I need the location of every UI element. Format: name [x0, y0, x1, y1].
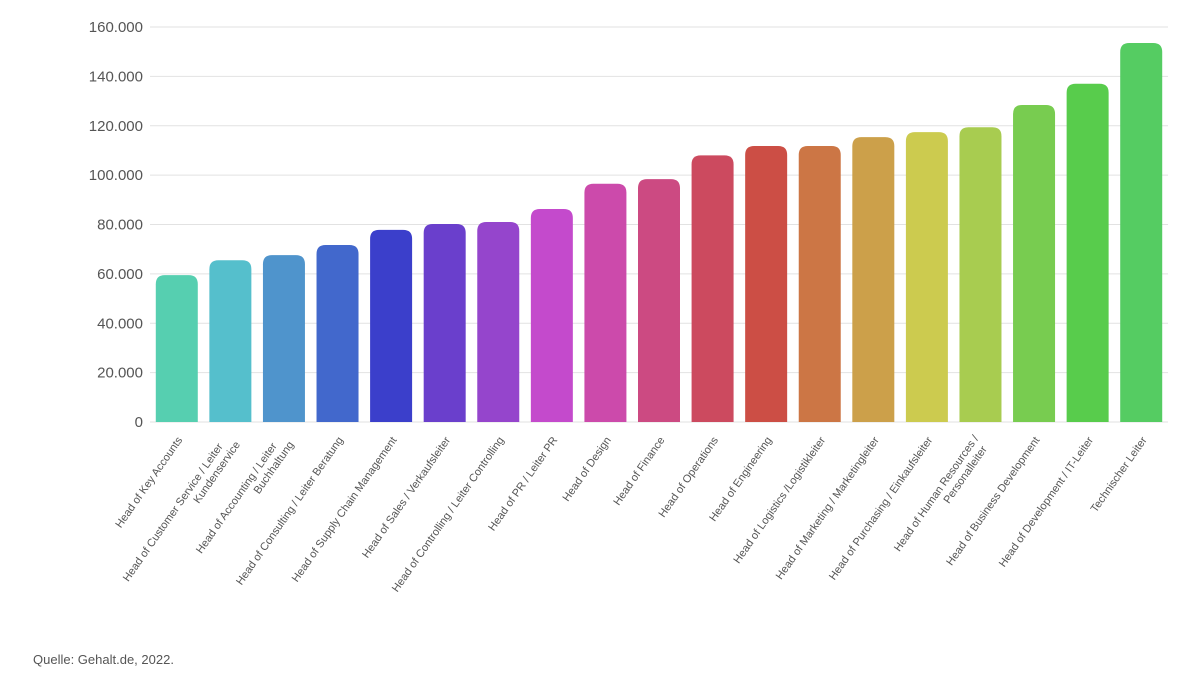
bar: [959, 127, 1002, 422]
bar: [1120, 43, 1163, 422]
x-tick-label-line: Head of Supply Chain Management: [290, 435, 400, 585]
x-tick-label: Head of Sales / Verkaufsleiter: [360, 435, 453, 561]
x-tick-label: Head of Controlling / Leiter Controlling: [390, 435, 507, 595]
x-tick-label-line: Head of Logistics /Logistikleiter: [731, 435, 828, 566]
bar: [477, 222, 520, 422]
x-tick-label-line: Head of Marketing / Marketingleiter: [774, 435, 882, 582]
x-tick-label-line: Head of Consulting / Leiter Beratung: [234, 435, 346, 588]
bar: [316, 244, 359, 422]
bar: [798, 145, 841, 422]
x-tick-label-line: Head of Development / IT-Leiter: [997, 435, 1096, 570]
x-tick-label-line: Head of Finance: [611, 435, 667, 508]
bar: [905, 132, 948, 422]
y-tick-label: 20.000: [97, 365, 143, 382]
x-tick-label: Head of Logistics /Logistikleiter: [731, 435, 828, 566]
x-tick-label: Head of Design: [561, 435, 614, 504]
x-tick-label-line: Technischer Leiter: [1089, 435, 1150, 515]
x-tick-label: Head of Human Resources /Personalleiter: [892, 433, 990, 554]
x-tick-label-line: Head of Customer Service / Leiter: [121, 441, 226, 584]
bar: [530, 208, 573, 422]
x-tick-label: Technischer Leiter: [1089, 435, 1150, 515]
bar: [584, 183, 627, 422]
x-tick-label-line: Head of Operations: [656, 434, 721, 519]
source-note: Quelle: Gehalt.de, 2022.: [33, 652, 174, 667]
x-tick-label: Head of Development / IT-Leiter: [997, 435, 1096, 570]
x-tick-label-line: Head of Design: [561, 435, 614, 504]
y-tick-label: 80.000: [97, 217, 143, 234]
y-tick-label: 100.000: [89, 167, 143, 184]
x-tick-label: Head of Consulting / Leiter Beratung: [234, 435, 346, 588]
y-tick-label: 160.000: [89, 19, 143, 36]
bar: [423, 224, 466, 422]
y-tick-label: 120.000: [89, 118, 143, 135]
y-tick-label: 40.000: [97, 315, 143, 332]
bar: [638, 179, 680, 422]
y-tick-label: 140.000: [89, 68, 143, 85]
x-tick-label-line: Head of Sales / Verkaufsleiter: [360, 435, 453, 561]
x-tick-label: Head of Marketing / Marketingleiter: [774, 435, 882, 582]
bar: [155, 275, 198, 422]
bar: [691, 155, 734, 422]
bar: [745, 145, 788, 422]
bar: [370, 229, 413, 422]
x-tick-label-line: Head of Controlling / Leiter Controlling: [390, 435, 507, 595]
x-tick-label: Head of Supply Chain Management: [290, 435, 400, 585]
x-tick-label: Head of Finance: [611, 435, 667, 508]
bar: [852, 137, 895, 422]
y-tick-label: 0: [135, 414, 143, 431]
bar: [1013, 105, 1056, 422]
x-tick-label: Head of Operations: [656, 434, 721, 519]
bar: [262, 255, 305, 422]
bar: [1066, 83, 1109, 422]
y-tick-label: 60.000: [97, 266, 143, 283]
bar: [209, 260, 252, 422]
